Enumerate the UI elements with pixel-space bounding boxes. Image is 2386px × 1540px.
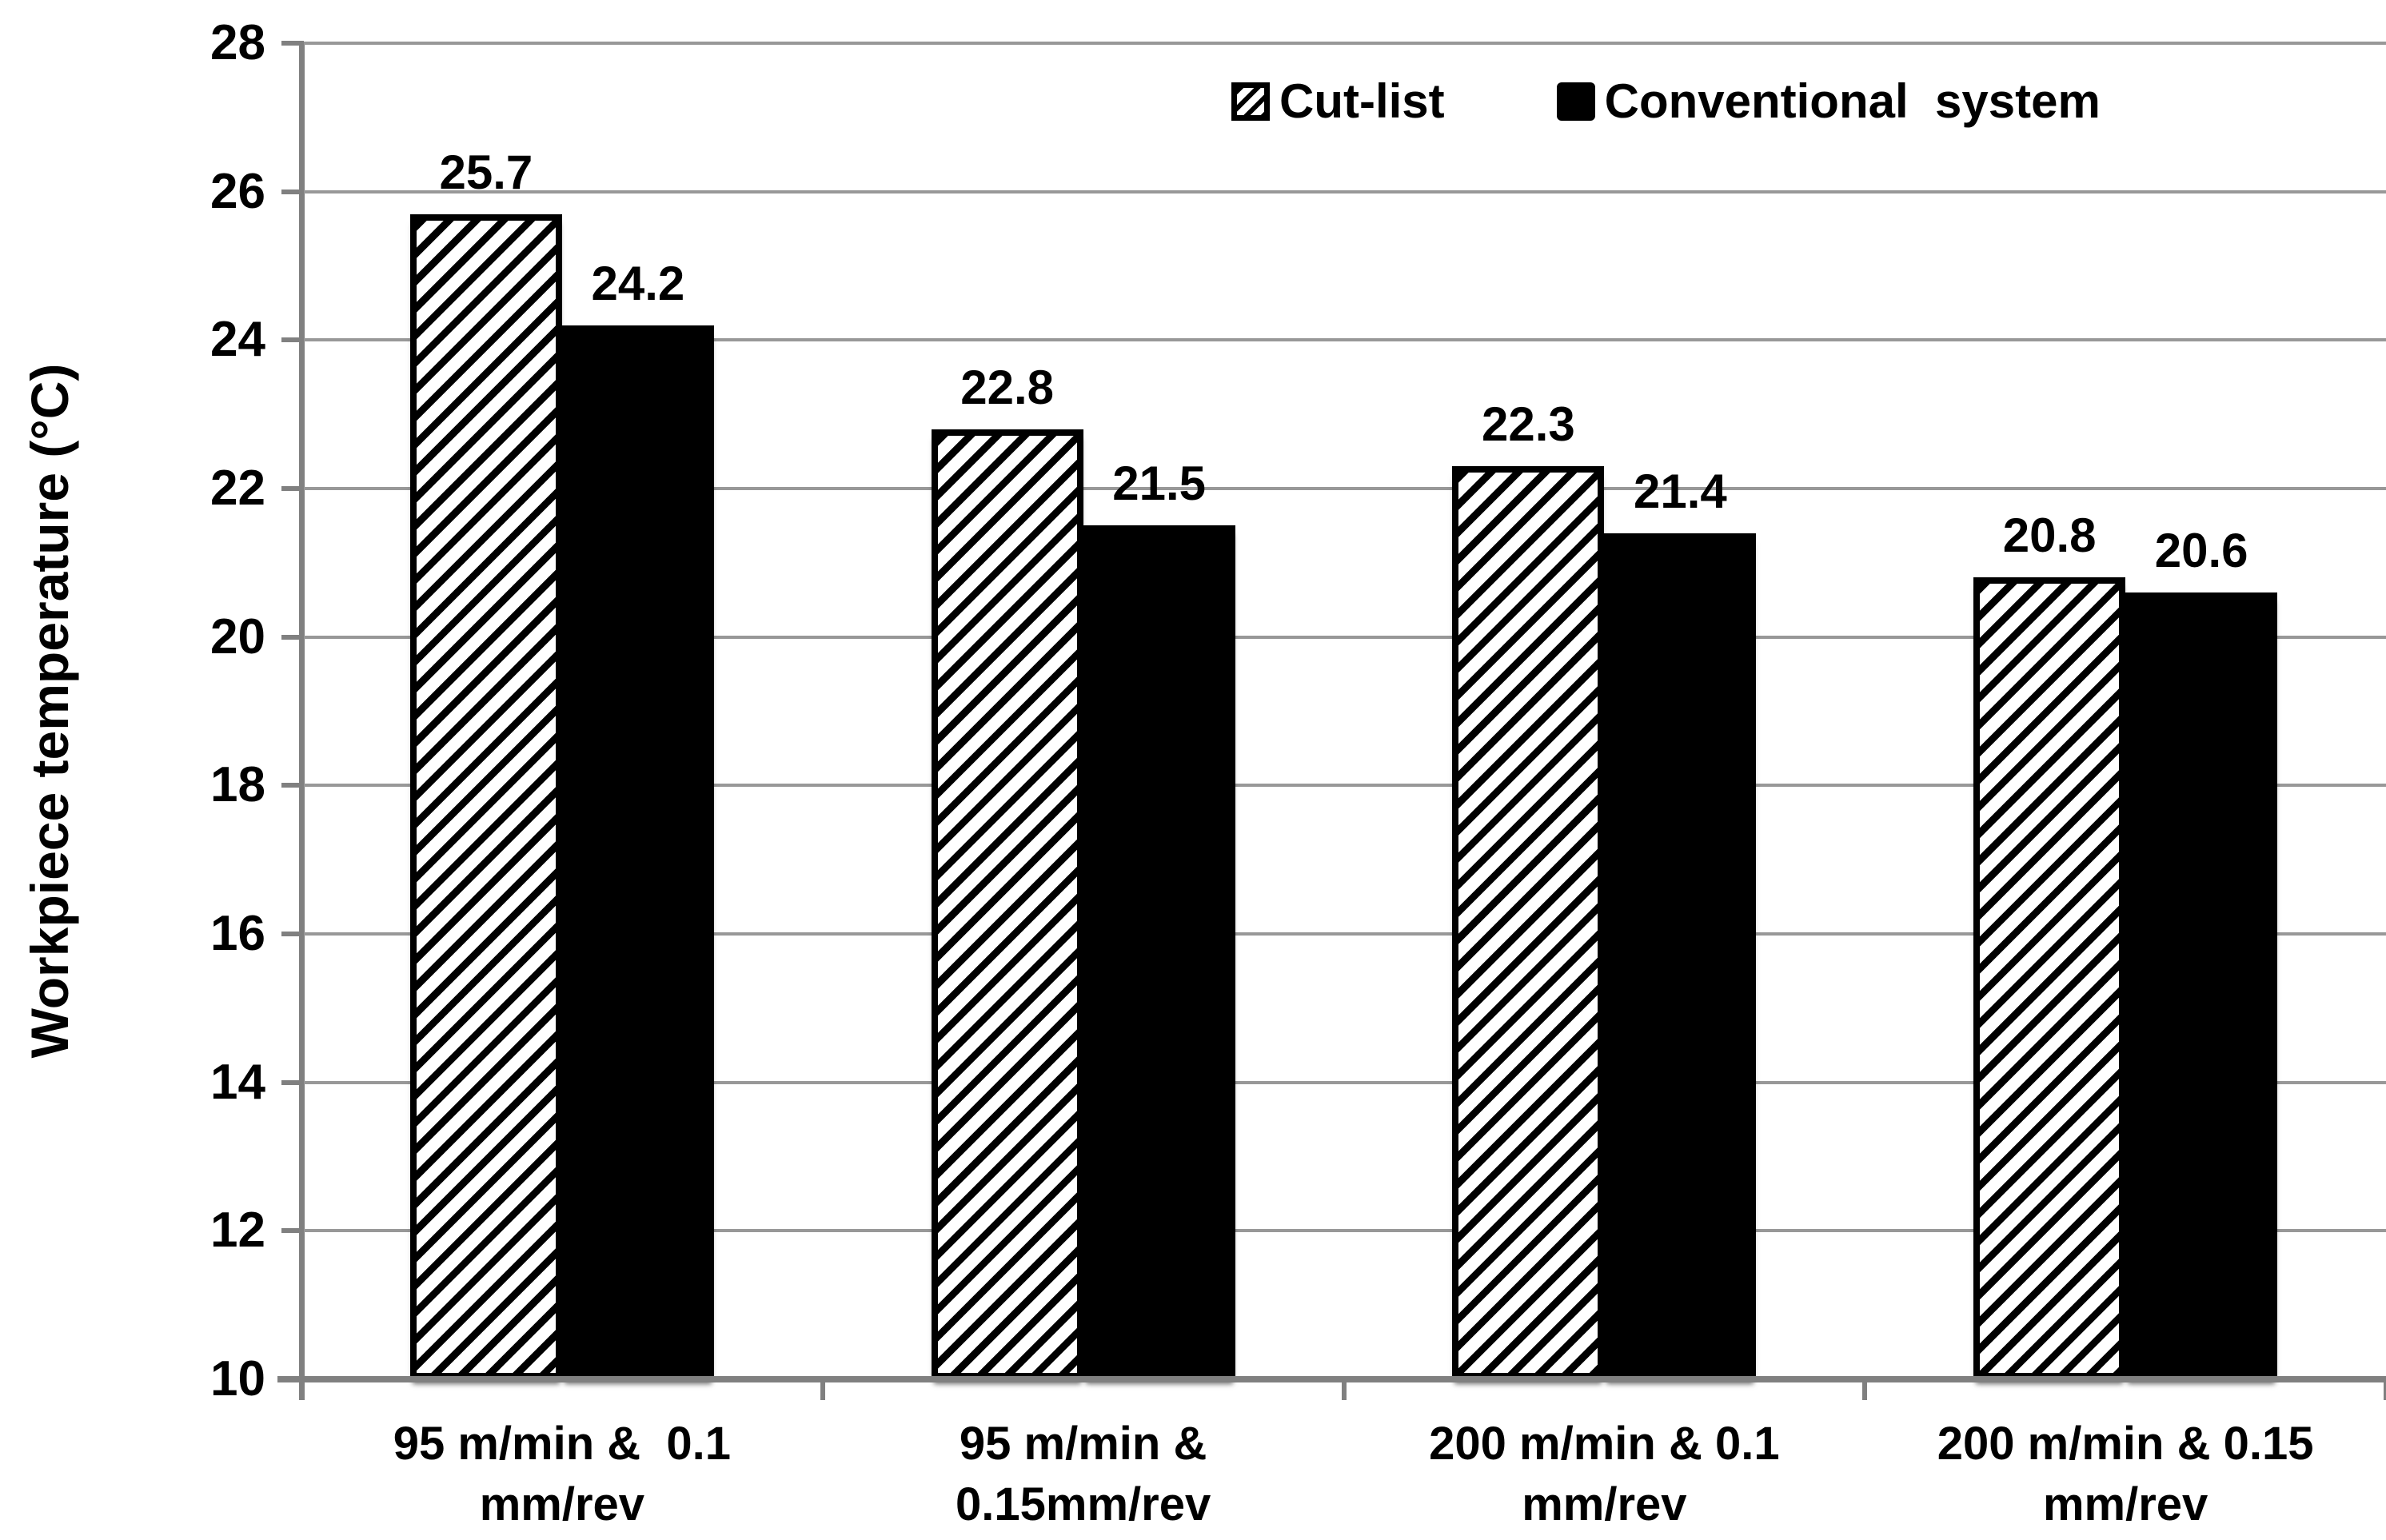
y-axis-tick [281,41,304,46]
x-category-label-line: mm/rev [479,1478,645,1530]
bar-value-label: 20.6 [2154,523,2248,577]
bar-cut-list [1973,577,2126,1379]
y-axis-line [299,43,305,1400]
bar-cut-list [1452,466,1605,1379]
y-axis-tick [281,1228,304,1234]
legend-label-cut-list: Cut-list [1279,74,1445,128]
bar-cut-list [931,429,1083,1379]
bar-value-label: 22.8 [960,360,1055,414]
bar-value-label: 22.3 [1481,397,1575,452]
solid-swatch-icon [1556,82,1595,121]
bar-cut-list [409,213,562,1379]
x-category-label: 95 m/min & 0.1 mm/rev [285,1414,839,1535]
x-category-label-line: 0.15mm/rev [956,1478,1211,1530]
bar-value-label: 21.5 [1112,457,1207,511]
bar-value-label: 21.4 [1633,464,1727,518]
x-axis-tick [2384,1379,2386,1400]
y-axis-tick [281,189,304,194]
legend: Cut-list Conventional system [1231,74,2101,129]
y-axis-tick [281,634,304,640]
y-axis-tick [281,1377,304,1382]
y-tick-label: 22 [210,461,265,516]
x-axis-tick [820,1379,825,1400]
x-category-label-line: mm/rev [1522,1478,1687,1530]
bar-conventional-system [1604,533,1757,1379]
x-category-label-line: 200 m/min & 0.15 [1937,1418,2314,1470]
gridline [301,1080,2386,1084]
y-tick-label: 24 [210,312,265,368]
bar-conventional-system [561,325,714,1379]
plot-area: 25.7 24.2 22.8 21.5 22.3 21.4 20.8 20.6 [301,42,2386,1379]
y-axis-tick [281,932,304,936]
x-category-label: 200 m/min & 0.15 mm/rev [1849,1414,2386,1535]
y-axis-tick [281,337,304,343]
y-tick-label: 16 [210,906,265,961]
x-axis-tick [1341,1379,1347,1400]
x-category-label: 200 m/min & 0.1 mm/rev [1328,1414,1881,1535]
legend-item-conventional-system: Conventional system [1556,74,2101,129]
hatched-swatch-icon [1231,82,1270,121]
gridline [301,190,2386,193]
legend-item-cut-list: Cut-list [1231,74,1445,129]
y-axis-tick [281,486,304,491]
gridline [301,635,2386,639]
legend-label-conventional-system: Conventional system [1604,74,2101,128]
y-tick-label: 18 [210,757,265,813]
bar-conventional-system [1083,525,1235,1379]
x-category-label-line: 95 m/min & [959,1418,1207,1470]
gridline [301,784,2386,788]
y-tick-label: 26 [210,163,265,219]
x-category-label-line: 200 m/min & 0.1 [1429,1418,1780,1470]
x-category-label-line: 95 m/min & 0.1 [393,1418,732,1470]
bar-value-label: 24.2 [591,256,685,310]
gridline [301,932,2386,936]
y-tick-label: 14 [210,1054,265,1110]
y-axis-tick [281,783,304,788]
x-category-label-line: mm/rev [2042,1478,2208,1530]
gridline [301,1229,2386,1233]
y-tick-label: 10 [210,1351,265,1406]
y-tick-label: 20 [210,608,265,664]
x-category-label: 95 m/min & 0.15mm/rev [807,1414,1360,1535]
x-axis-line [277,1376,2386,1382]
y-tick-label: 12 [210,1203,265,1259]
gridline [301,338,2386,342]
bar-value-label: 20.8 [2002,509,2097,563]
gridline [301,42,2386,45]
y-axis-tick [281,1079,304,1085]
bar-value-label: 25.7 [439,145,533,199]
bar-conventional-system [2125,592,2278,1379]
gridline [301,487,2386,490]
y-tick-label: 28 [210,15,265,70]
x-axis-tick [1862,1379,1868,1400]
